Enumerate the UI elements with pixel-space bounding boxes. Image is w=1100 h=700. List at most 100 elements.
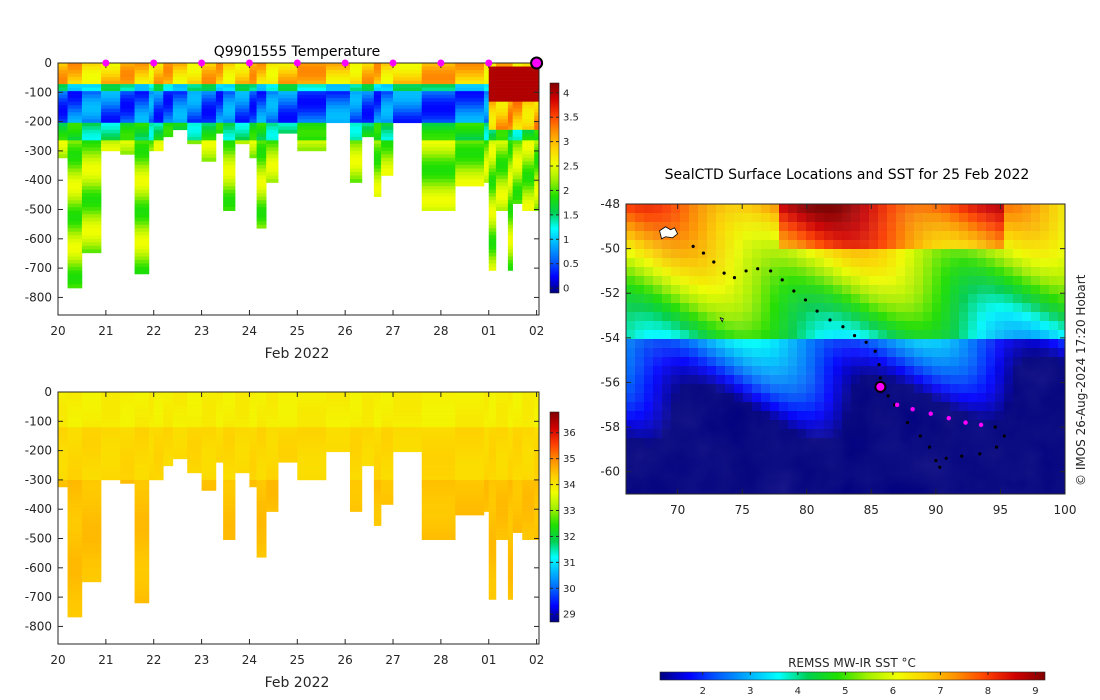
section-cell — [507, 245, 513, 250]
section-cell — [67, 193, 83, 197]
track-point — [769, 269, 773, 273]
section-cell — [81, 214, 102, 219]
section-cell — [512, 490, 523, 495]
section-cell — [67, 186, 83, 190]
section-cell — [81, 444, 102, 449]
section-cell — [201, 444, 217, 449]
section-cell — [256, 522, 267, 526]
section-cell — [256, 70, 267, 74]
section-cell — [361, 70, 375, 74]
colorbar-tick-label: 3 — [563, 137, 569, 148]
section-cell — [507, 168, 513, 173]
section-cell — [67, 259, 83, 264]
section-cell — [266, 70, 279, 74]
section-cell — [361, 392, 375, 396]
section-cell — [134, 553, 150, 558]
section-cell — [455, 140, 485, 145]
section-cell — [373, 77, 382, 81]
section-cell — [381, 448, 394, 453]
section-cell — [373, 172, 382, 176]
section-cell — [101, 84, 121, 88]
section-cell — [134, 550, 150, 555]
section-cell — [223, 486, 236, 491]
section-cell — [507, 231, 513, 236]
section-cell — [512, 140, 523, 145]
section-cell — [201, 108, 217, 113]
section-cell — [381, 402, 394, 407]
section-cell — [488, 508, 497, 512]
section-cell — [148, 448, 155, 453]
section-cell — [488, 564, 497, 569]
section-cell — [326, 112, 351, 117]
section-cell — [326, 94, 351, 99]
map-lat-ticks: -48-50-52-54-56-58-60 — [600, 197, 1065, 479]
section-cell — [512, 409, 523, 414]
section-cell — [67, 172, 83, 176]
section-cell — [134, 101, 150, 106]
section-cell — [349, 112, 363, 117]
section-cell — [67, 518, 83, 523]
section-cell — [256, 189, 267, 194]
recent-track-point — [928, 411, 933, 416]
section-cell — [223, 77, 236, 81]
section-cell — [172, 73, 188, 78]
section-cell — [455, 444, 485, 449]
section-cell — [256, 469, 267, 474]
section-cell — [266, 112, 279, 117]
section-cell — [81, 504, 102, 509]
section-cell — [361, 416, 375, 421]
section-cell — [393, 409, 423, 414]
section-cell — [201, 395, 217, 400]
section-cell — [488, 108, 497, 113]
section-cell — [455, 182, 485, 187]
section-cell — [495, 437, 509, 442]
section-cell — [361, 434, 375, 439]
section-cell — [67, 101, 83, 106]
section-cell — [163, 402, 174, 407]
section-cell — [235, 63, 250, 67]
section-cell — [201, 427, 217, 431]
section-cell — [67, 483, 83, 488]
section-cell — [349, 105, 363, 110]
section-cell — [223, 501, 236, 505]
section-cell — [507, 585, 513, 590]
section-cell — [512, 108, 523, 113]
lat-tick-label: -60 — [600, 465, 620, 479]
section-cell — [67, 522, 83, 526]
section-cell — [373, 108, 382, 113]
section-cell — [455, 70, 485, 74]
section-cell — [507, 441, 513, 446]
section-cell — [349, 416, 363, 421]
section-cell — [249, 479, 257, 484]
section-cell — [58, 70, 68, 74]
section-cell — [153, 136, 164, 141]
section-cell — [483, 413, 490, 417]
section-cell — [249, 84, 257, 88]
section-cell — [421, 140, 456, 145]
section-cell — [153, 80, 164, 85]
section-cell — [455, 501, 485, 505]
section-cell — [381, 154, 394, 159]
section-cell — [223, 179, 236, 183]
section-cell — [223, 91, 236, 95]
section-cell — [223, 515, 236, 519]
section-cell — [381, 91, 394, 95]
section-cell — [256, 143, 267, 148]
section-cell — [349, 395, 363, 400]
section-cell — [534, 94, 539, 99]
section-cell — [373, 441, 382, 446]
section-cell — [495, 486, 509, 491]
section-cell — [134, 395, 150, 400]
section-cell — [153, 70, 164, 74]
section-cell — [488, 214, 497, 219]
section-cell — [455, 87, 485, 92]
section-cell — [349, 479, 363, 484]
section-cell — [278, 402, 298, 407]
section-cell — [134, 84, 150, 88]
section-cell — [81, 392, 102, 396]
section-cell — [488, 518, 497, 523]
section-cell — [266, 423, 279, 428]
section-cell — [455, 409, 485, 414]
y-tick-label: -600 — [25, 232, 52, 246]
section-cell — [101, 420, 121, 424]
